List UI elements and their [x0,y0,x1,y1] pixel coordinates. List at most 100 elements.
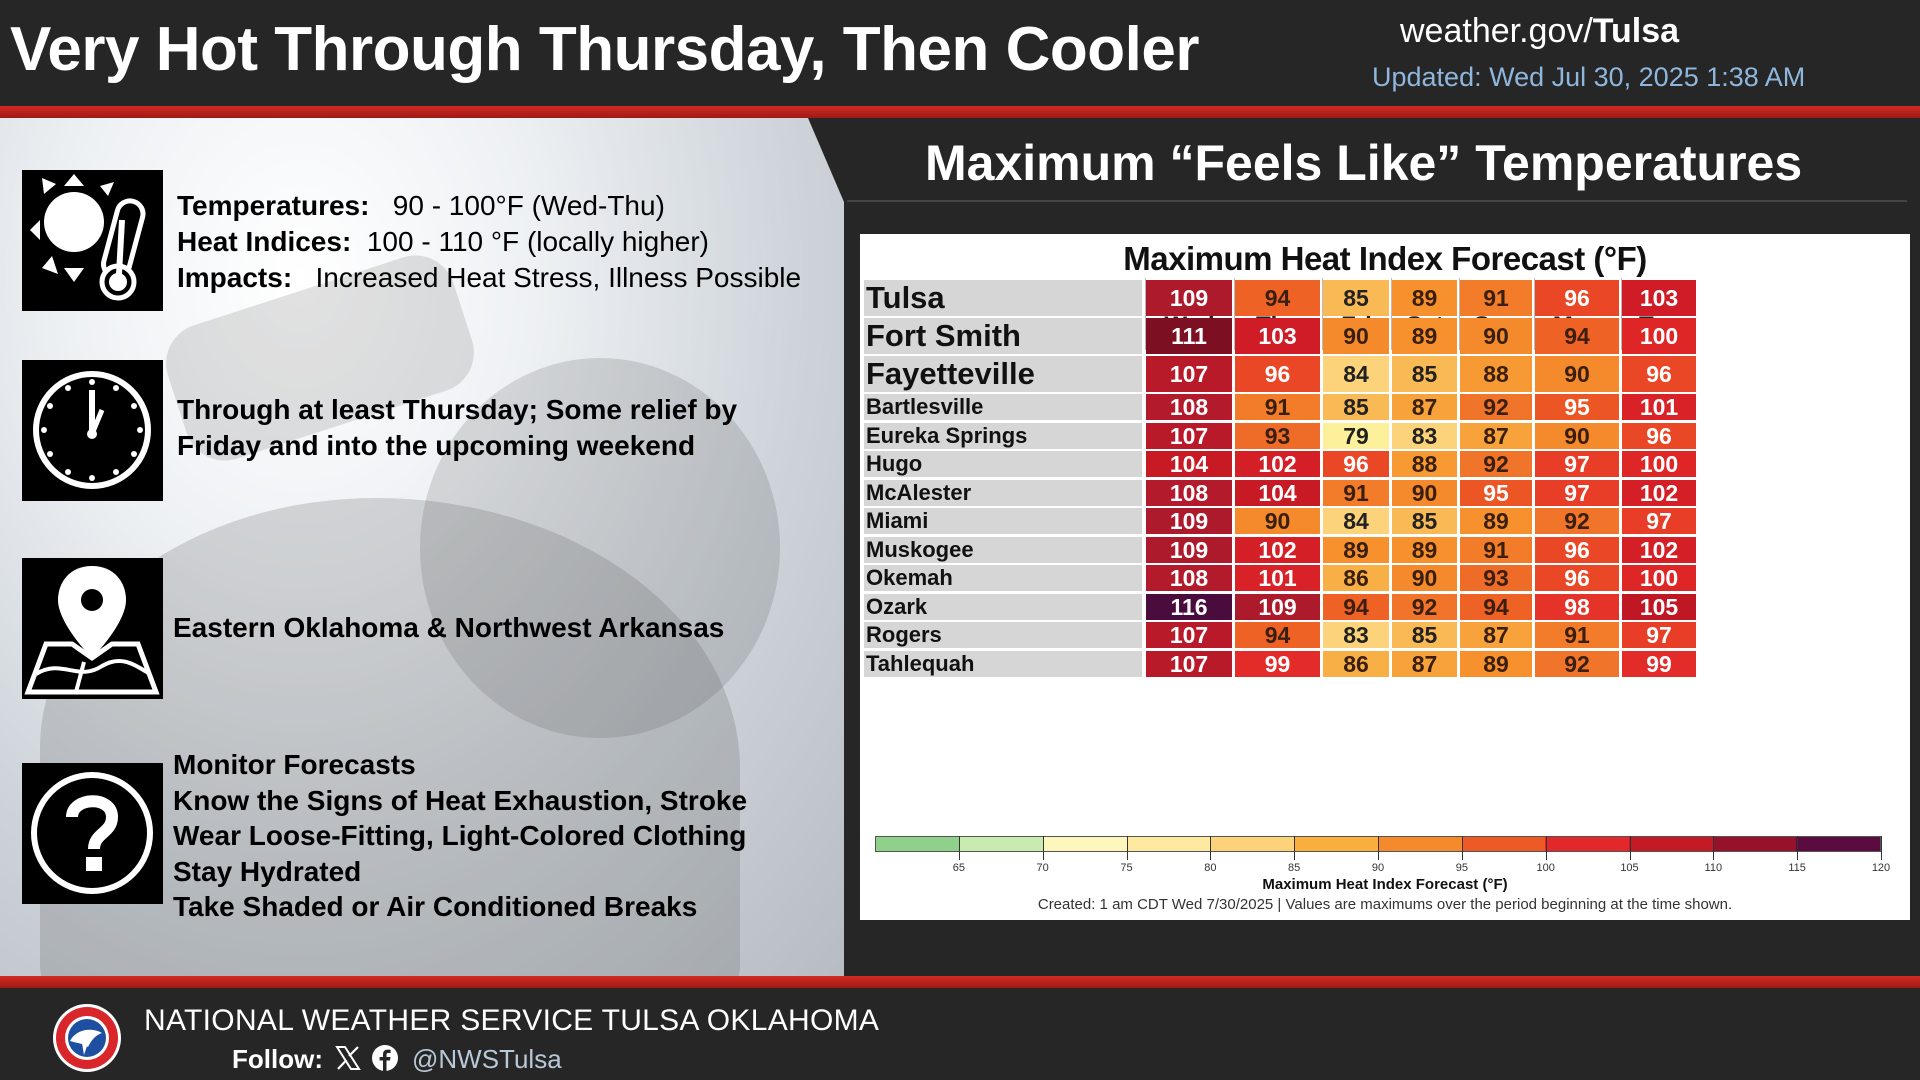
legend-tick [1210,836,1212,860]
column-separator [1322,278,1323,350]
legend-tick-label: 65 [952,862,965,874]
heat-index-cell: 89 [1323,536,1389,563]
heat-index-cell: 91 [1460,280,1532,316]
heat-index-cell: 102 [1235,536,1320,563]
legend-tick-label: 120 [1871,862,1891,874]
heat-index-cell: 107 [1146,422,1232,449]
info-panel: Temperatures: 90 - 100°F (Wed-Thu) Heat … [0,118,844,976]
legend-tick [1797,836,1799,860]
heat-index-cell: 98 [1535,593,1619,620]
column-separator [1145,278,1146,350]
heat-index-cell: 83 [1392,422,1457,449]
timing-line-2: Friday and into the upcoming weekend [177,430,696,461]
heat-indices-line: Heat Indices: 100 - 110 °F (locally high… [177,224,801,260]
heat-index-cell: 109 [1146,536,1232,563]
heat-index-cell: 109 [1235,593,1320,620]
heat-index-cell: 89 [1392,536,1457,563]
heat-index-cell: 90 [1392,565,1457,591]
chart-title: Maximum Heat Index Forecast (°F) [1123,240,1647,277]
heat-index-cell: 109 [1146,508,1232,534]
social-handle[interactable]: @NWSTulsa [412,1044,562,1074]
website-link[interactable]: weather.gov/Tulsa [1400,12,1679,51]
legend-tick [1461,836,1463,860]
background-photo-shape [420,358,780,738]
legend-tick-label: 95 [1455,862,1468,874]
x-icon[interactable] [334,1044,362,1072]
heat-index-cell: 92 [1392,593,1457,620]
facebook-icon[interactable] [371,1044,399,1072]
heat-index-cell: 85 [1392,508,1457,534]
legend-tick-label: 70 [1036,862,1049,874]
heat-index-cell: 85 [1323,280,1389,316]
legend-tick [1629,836,1631,860]
legend-color-segment [1127,837,1211,851]
impacts-label: Impacts: [177,262,293,293]
heat-index-cell: 116 [1146,593,1232,620]
city-label: Tahlequah [864,650,1142,677]
column-separator [1234,278,1235,350]
heat-index-cell: 92 [1460,394,1532,420]
heat-index-cell: 108 [1146,394,1232,420]
follow-label: Follow: [232,1044,323,1074]
nws-logo [53,1004,121,1072]
heat-index-cell: 100 [1622,565,1696,591]
website-office: Tulsa [1592,12,1680,50]
heat-index-cell: 87 [1392,394,1457,420]
legend-tick-label: 80 [1204,862,1217,874]
column-separator [1459,278,1460,350]
header-divider [0,106,1920,118]
temperatures-label: Temperatures: [177,190,370,221]
heat-index-cell: 96 [1535,280,1619,316]
page-title: Very Hot Through Thursday, Then Cooler [10,15,1199,84]
legend-tick [958,836,960,860]
legend-color-segment [1210,837,1295,851]
tip-item: Take Shaded or Air Conditioned Breaks [173,891,698,922]
heat-index-cell: 107 [1146,622,1232,648]
section-title: Maximum “Feels Like” Temperatures [925,135,1803,191]
heat-index-cell: 99 [1235,650,1320,677]
website-prefix: weather.gov/ [1400,12,1593,50]
heat-index-cell: 90 [1323,318,1389,354]
legend-color-segment [1629,837,1713,851]
city-label: Tulsa [864,280,1142,316]
heat-index-cell: 104 [1146,451,1232,477]
heat-index-cell: 102 [1235,451,1320,477]
city-label: Okemah [864,565,1142,591]
legend-color-segment [959,837,1044,851]
header-bar: Very Hot Through Thursday, Then Cooler w… [0,0,1920,106]
heat-index-cell: 85 [1323,394,1389,420]
heat-index-cell: 87 [1460,422,1532,449]
tip-item: Know the Signs of Heat Exhaustion, Strok… [173,784,748,816]
legend-tick [1294,836,1296,860]
heat-index-cell: 97 [1622,622,1696,648]
heat-index-cell: 94 [1535,318,1619,354]
updated-timestamp: Updated: Wed Jul 30, 2025 1:38 AM [1372,62,1806,92]
heat-index-cell: 95 [1460,479,1532,506]
heat-index-cell: 107 [1146,650,1232,677]
heat-index-cell: 108 [1146,565,1232,591]
heat-index-cell: 111 [1146,318,1232,354]
heat-indices-value: 100 - 110 °F (locally higher) [366,226,710,257]
area-text: Eastern Oklahoma & Northwest Arkansas [173,612,725,643]
heat-index-cell: 92 [1535,508,1619,534]
footer-divider [0,976,1920,988]
heat-index-cell: 96 [1535,565,1619,591]
heat-index-cell: 86 [1323,650,1389,677]
heat-index-cell: 97 [1622,508,1696,534]
heat-index-cell: 103 [1622,280,1696,316]
tip-item: Wear Loose-Fitting, Light-Colored Clothi… [173,820,747,851]
legend-tick-label: 90 [1371,862,1385,874]
heat-index-cell: 84 [1323,356,1389,392]
legend-tick [1881,836,1882,860]
legend-color-segment [1378,837,1462,851]
heat-index-cell: 108 [1146,479,1232,506]
heat-index-cell: 84 [1323,508,1389,534]
heat-index-cell: 93 [1460,565,1532,591]
city-label: McAlester [864,479,1142,506]
office-name: NATIONAL WEATHER SERVICE TULSA OKLAHOMA [144,1004,880,1037]
heat-index-cell: 90 [1392,479,1457,506]
legend-tick-label: 110 [1704,862,1723,874]
heat-indices-label: Heat Indices: [177,226,352,257]
heat-index-cell: 109 [1146,280,1232,316]
heat-index-cell: 99 [1622,650,1696,677]
